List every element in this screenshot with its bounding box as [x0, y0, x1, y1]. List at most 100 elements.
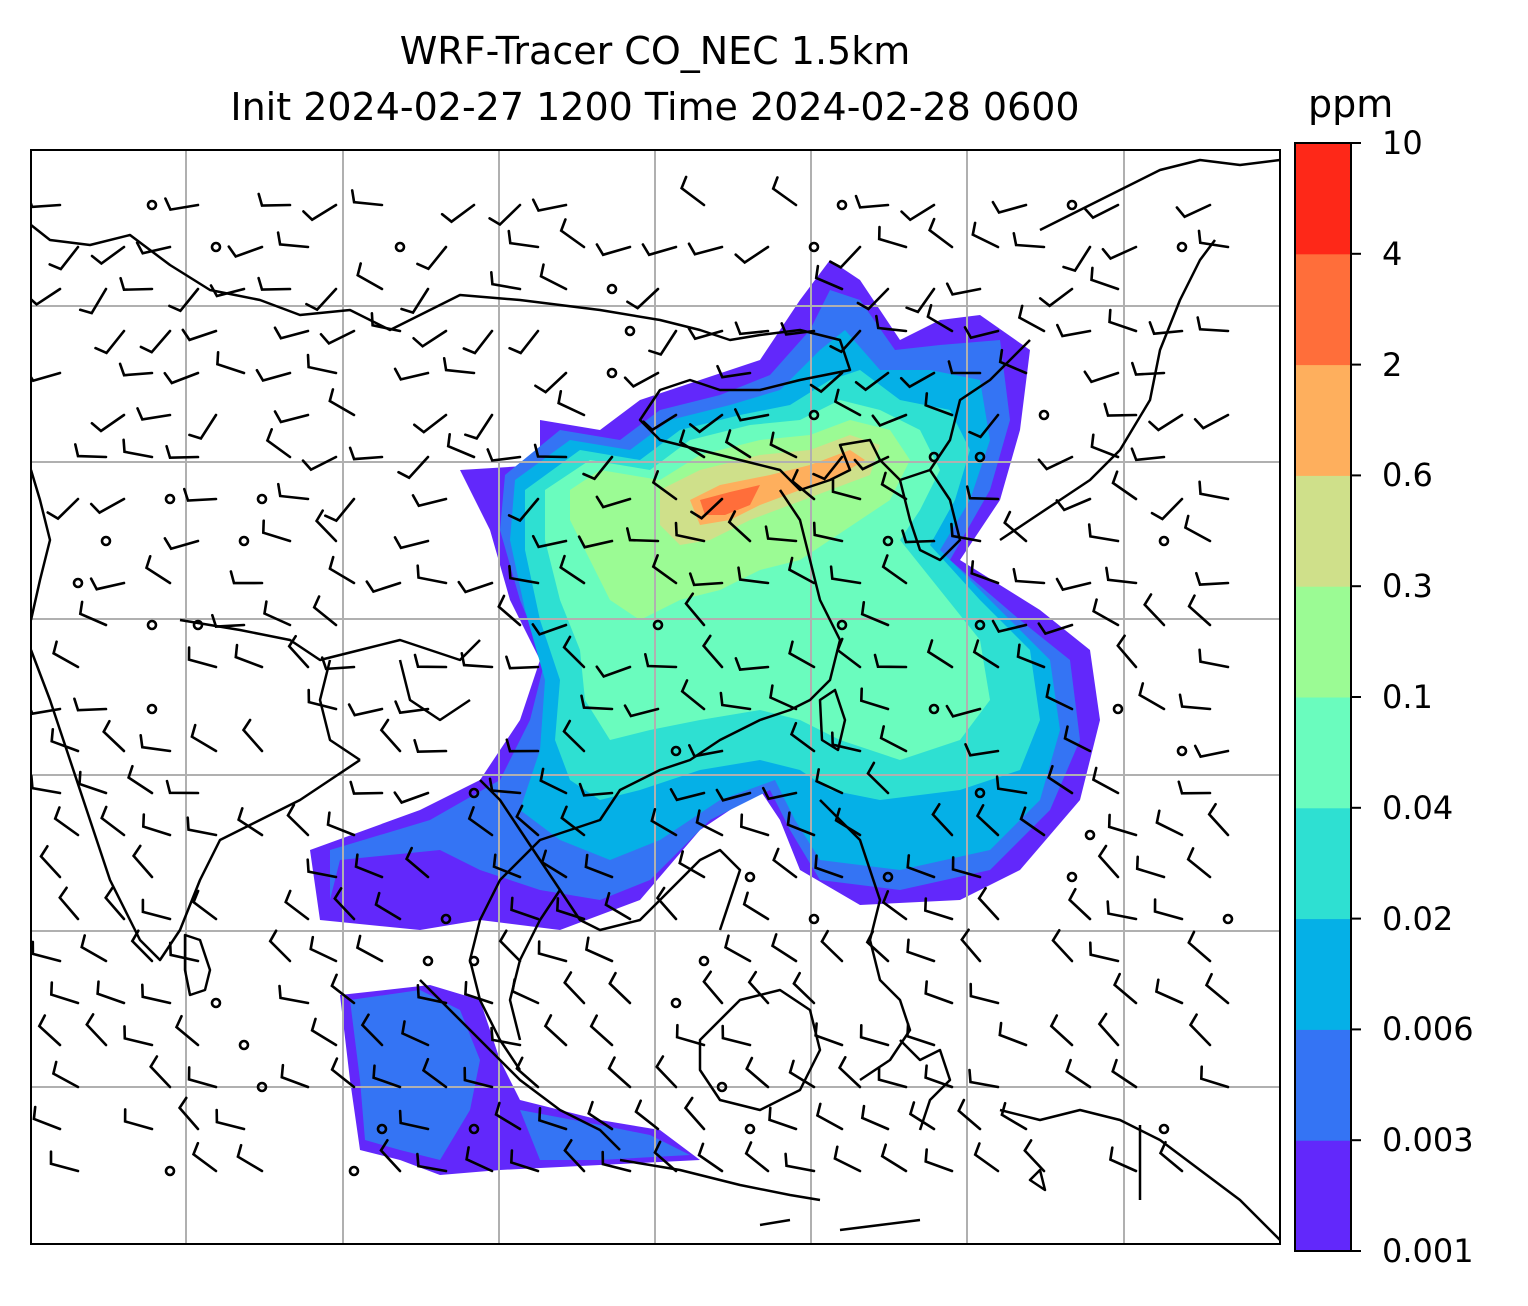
calm-wind-marker	[836, 199, 848, 211]
wind-barb	[906, 1023, 936, 1047]
wind-barb	[1187, 930, 1212, 963]
colorbar-tick-label: 0.006	[1382, 1010, 1474, 1049]
wind-barb	[1108, 308, 1138, 333]
wind-barb	[467, 806, 494, 837]
coastline-java	[619, 1158, 821, 1202]
wind-barb	[742, 891, 770, 921]
wind-barb	[324, 497, 356, 523]
wind-barb	[655, 886, 678, 921]
wind-barb	[906, 938, 936, 963]
wind-barb	[833, 388, 862, 417]
wind-barb	[965, 485, 1000, 501]
wind-barb	[286, 803, 310, 837]
wind-barb	[462, 329, 494, 355]
wind-barb	[877, 1066, 908, 1089]
wind-barb	[181, 328, 218, 342]
wind-barb	[623, 704, 660, 718]
wind-barb	[1196, 316, 1230, 333]
wind-barb	[1199, 1065, 1230, 1089]
wind-barb	[563, 971, 586, 1005]
wind-barb	[515, 1056, 540, 1089]
colorbar-tick-label: 0.001	[1382, 1232, 1474, 1270]
wind-barb	[163, 537, 200, 551]
wind-barb	[533, 443, 568, 459]
calm-wind-marker	[882, 871, 894, 883]
wind-barb	[559, 218, 586, 249]
wind-barb	[1090, 433, 1120, 459]
wind-barb	[1019, 806, 1046, 837]
wind-barb	[215, 1108, 246, 1131]
wind-barb	[287, 634, 310, 669]
wind-barb	[404, 846, 430, 879]
wind-barb	[490, 271, 522, 291]
wind-barb	[393, 536, 430, 550]
wind-barb	[48, 245, 80, 271]
wind-barb	[786, 811, 816, 837]
wind-barb	[880, 1143, 908, 1173]
wind-barb	[394, 700, 430, 715]
wind-barb	[998, 1021, 1028, 1047]
wind-barb	[309, 935, 338, 963]
calm-wind-marker	[808, 241, 820, 253]
wind-barb	[460, 652, 494, 669]
calm-wind-marker	[1158, 1123, 1170, 1135]
wind-barb	[926, 303, 954, 333]
wind-barb	[90, 413, 126, 433]
wind-barb	[905, 287, 936, 314]
colorbar	[1294, 142, 1361, 1252]
wind-barb	[641, 243, 678, 257]
wind-barb	[684, 592, 706, 627]
wind-barb	[968, 1068, 1000, 1089]
wind-barb	[463, 1066, 494, 1089]
wind-barb	[1105, 566, 1138, 585]
wind-barb	[372, 1064, 402, 1089]
wind-barb	[964, 743, 1000, 757]
coastline-borneo	[698, 988, 822, 1112]
wind-barb	[584, 853, 614, 879]
wind-barb	[648, 329, 678, 357]
wind-barb	[507, 497, 540, 523]
wind-barb	[702, 970, 724, 1005]
wind-barb	[814, 264, 844, 291]
calm-wind-marker	[164, 493, 176, 505]
wind-barb	[747, 970, 770, 1005]
colorbar-tick-label: 0.02	[1382, 899, 1454, 938]
wind-barb	[881, 554, 908, 585]
wind-barb	[739, 813, 770, 837]
wind-barb	[74, 443, 108, 459]
wind-barb	[393, 791, 430, 805]
wind-barb	[991, 619, 1028, 633]
wind-barb	[580, 694, 614, 711]
wind-barb	[421, 1057, 448, 1089]
calm-wind-marker	[468, 955, 480, 967]
wind-barb	[812, 521, 844, 543]
wind-barb	[926, 639, 954, 669]
coastline-sulawesi	[899, 1039, 952, 1131]
wind-barb	[866, 761, 890, 795]
coastline-philippines	[819, 799, 912, 1082]
wind-barb	[141, 813, 172, 837]
wind-barb	[306, 353, 338, 375]
tracer-band-2	[700, 485, 760, 515]
coastline-korea	[898, 469, 962, 562]
colorbar-band	[1295, 586, 1351, 698]
wind-barb	[644, 653, 678, 669]
wind-barb	[118, 362, 154, 377]
wind-barb	[31, 707, 62, 716]
wind-barb	[229, 570, 264, 585]
calm-wind-marker	[1066, 871, 1078, 883]
wind-barb	[320, 656, 356, 671]
wind-barb	[31, 774, 62, 795]
wind-barb	[330, 973, 356, 1005]
wind-barb	[764, 525, 798, 543]
wind-barb	[1062, 245, 1092, 273]
wind-barb	[873, 653, 908, 669]
wind-barb	[183, 487, 218, 502]
wind-barb	[899, 371, 936, 389]
wind-barb	[508, 329, 540, 355]
wind-barb	[945, 282, 982, 296]
wind-barb	[854, 371, 890, 392]
wind-barb	[52, 640, 80, 669]
wind-barb	[814, 854, 844, 879]
